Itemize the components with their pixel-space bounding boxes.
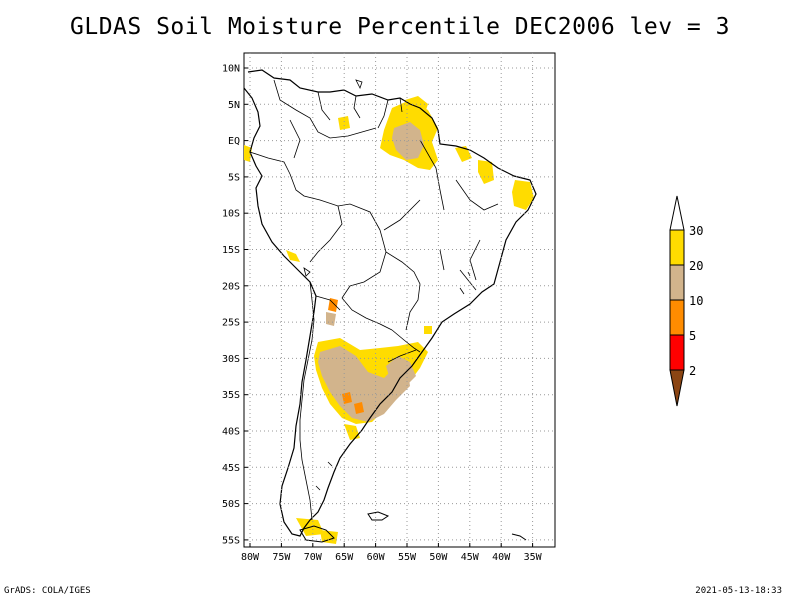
legend-label-2: 2 (689, 364, 696, 378)
footer-credit: GrADS: COLA/IGES (4, 586, 91, 596)
lon-tick-label: 50W (429, 552, 448, 563)
country-borders (249, 79, 499, 521)
region-ne-yellow (512, 180, 534, 210)
lon-tick-label: 55W (398, 552, 417, 563)
longitude-labels: 80W 75W 70W 65W 60W 55W 50W 45W 40W 35W (241, 543, 543, 563)
lat-tick-label: 5S (228, 172, 240, 183)
region-pr-yellow (424, 326, 432, 334)
region-colombia-yellow (338, 116, 350, 130)
coastline (243, 69, 537, 537)
lat-tick-label: 20S (222, 281, 240, 292)
region-andes-orange (328, 298, 338, 312)
region-coast-yellow-2 (478, 160, 494, 184)
legend-label-10: 10 (689, 294, 703, 308)
lon-tick-label: 70W (304, 552, 323, 563)
lon-tick-label: 80W (241, 552, 260, 563)
legend-label-20: 20 (689, 259, 703, 273)
legend-label-30: 30 (689, 224, 703, 238)
legend-label-5: 5 (689, 329, 696, 343)
lat-tick-label: 35S (222, 390, 240, 401)
region-peru-yellow (286, 250, 300, 262)
lon-tick-label: 75W (272, 552, 291, 563)
region-coast-yellow-1 (455, 146, 472, 162)
falkland-islands (367, 511, 390, 521)
south-georgia (511, 533, 527, 541)
latitude-labels: 10N 5N EQ 5S 10S 15S 20S 25S 30S 35S 40S 45S 50S 55S (222, 64, 248, 546)
lat-tick-label: 15S (222, 245, 240, 256)
lat-tick-label: 45S (222, 463, 240, 474)
region-pampas-orange-2 (354, 402, 364, 414)
legend: 30 20 10 5 2 (669, 195, 703, 407)
lat-tick-label: 10N (222, 64, 240, 75)
lat-tick-label: 10S (222, 209, 240, 220)
region-pampas-tan (318, 346, 410, 422)
lat-tick-label: 5N (228, 100, 240, 111)
legend-swatch-10 (669, 299, 685, 336)
lat-tick-label: 50S (222, 499, 240, 510)
lon-tick-label: 40W (492, 552, 511, 563)
region-patagonia-yellow (344, 424, 360, 440)
region-south-yellow (320, 530, 338, 544)
lon-tick-label: 60W (367, 552, 386, 563)
shaded-regions (244, 96, 534, 544)
lakes (303, 79, 471, 491)
tierra-del-fuego (299, 525, 335, 543)
lon-tick-label: 35W (524, 552, 543, 563)
legend-swatch-5 (669, 334, 685, 371)
chart-title: GLDAS Soil Moisture Percentile DEC2006 l… (70, 14, 730, 40)
legend-swatch-20 (669, 264, 685, 301)
footer-timestamp: 2021-05-13-18:33 (695, 586, 782, 596)
legend-top-arrow (669, 195, 685, 231)
legend-bottom-arrow (669, 369, 685, 407)
lat-tick-label: EQ (228, 136, 240, 147)
legend-swatch-30 (669, 229, 685, 266)
lat-tick-label: 25S (222, 318, 240, 329)
region-uruguay-tan (386, 356, 416, 388)
lat-tick-label: 40S (222, 427, 240, 438)
lon-tick-label: 45W (461, 552, 480, 563)
lat-tick-label: 30S (222, 354, 240, 365)
lon-tick-label: 65W (335, 552, 354, 563)
lat-tick-label: 55S (222, 535, 240, 546)
